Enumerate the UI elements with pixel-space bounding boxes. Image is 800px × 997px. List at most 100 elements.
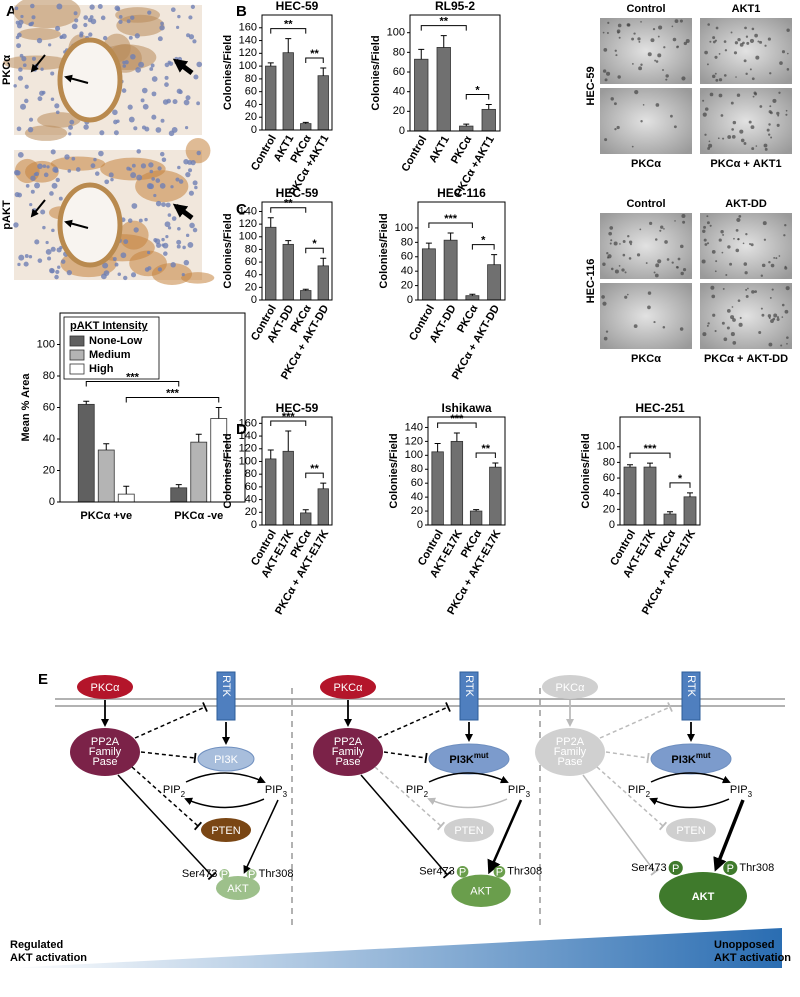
- nucleus: [114, 262, 119, 267]
- nucleus: [117, 272, 122, 276]
- colony: [707, 23, 710, 26]
- nucleus: [43, 172, 49, 178]
- nucleus: [51, 228, 55, 233]
- colony: [614, 49, 617, 52]
- y-tick-label: 120: [239, 218, 257, 230]
- label-base: PI3K: [671, 754, 696, 766]
- activation: [243, 799, 279, 874]
- nucleus: [170, 7, 176, 13]
- nucleus: [21, 56, 27, 62]
- nucleus: [148, 162, 154, 168]
- chart-title: HEC-59: [276, 401, 319, 415]
- significance-bracket: [305, 57, 324, 64]
- colony: [748, 242, 752, 245]
- significance-label: **: [439, 16, 448, 28]
- column-label: PKCα: [631, 353, 661, 365]
- colony: [734, 41, 738, 45]
- node-label: P: [727, 863, 734, 875]
- colony: [715, 78, 719, 82]
- colony: [768, 260, 771, 264]
- inhibition-bar: [646, 752, 650, 764]
- colony: [745, 72, 748, 76]
- colony: [785, 286, 790, 291]
- nucleus: [102, 262, 109, 269]
- bar: [663, 513, 677, 526]
- y-tick-label: 100: [239, 455, 257, 467]
- nucleus: [165, 235, 169, 239]
- colony: [613, 102, 617, 106]
- nucleus: [103, 35, 108, 41]
- inhibition: [582, 774, 656, 873]
- error-bar: [473, 509, 480, 512]
- bar: [117, 493, 135, 503]
- colony: [748, 120, 752, 124]
- nucleus: [97, 4, 103, 9]
- site-label: Ser473: [419, 866, 454, 878]
- inhibition-bar: [445, 702, 451, 712]
- legend-swatch: [69, 363, 85, 375]
- nucleus: [28, 255, 33, 259]
- colony: [737, 238, 740, 241]
- error-bar: [83, 400, 90, 405]
- nucleus: [177, 165, 181, 170]
- bar: [265, 458, 277, 526]
- colony: [761, 313, 765, 317]
- colony: [736, 217, 741, 223]
- colony: [720, 230, 724, 234]
- colony: [654, 59, 657, 62]
- colony: [750, 243, 754, 247]
- significance-bracket: [471, 244, 495, 250]
- colony: [764, 44, 767, 47]
- plot-frame: [261, 201, 333, 301]
- nucleus: [128, 35, 133, 40]
- phospho-site: [456, 865, 469, 878]
- y-tick-label: 80: [411, 463, 423, 475]
- colony: [679, 244, 684, 249]
- nucleus: [42, 164, 47, 169]
- nucleus: [161, 237, 165, 242]
- panel-label: C: [236, 201, 247, 218]
- activation: [184, 797, 265, 809]
- nucleus: [118, 15, 123, 19]
- pi3k-node: [197, 746, 255, 772]
- y-tick-label: 60: [245, 86, 257, 98]
- nucleus: [160, 21, 164, 26]
- node-label: P: [248, 869, 255, 881]
- node-label: PTEN: [211, 825, 240, 837]
- label-sub: 2: [646, 790, 651, 799]
- error-bar: [491, 254, 498, 265]
- colony: [731, 128, 734, 131]
- colony: [606, 32, 609, 35]
- label-sup: mut: [474, 751, 489, 760]
- nucleus: [40, 209, 46, 215]
- tissue: [18, 28, 61, 41]
- nucleus: [131, 163, 136, 168]
- nucleus: [176, 25, 180, 30]
- colony: [616, 125, 620, 130]
- colony: [664, 240, 668, 244]
- significance-bracket: [270, 28, 307, 34]
- lumen: [57, 37, 123, 123]
- nucleus: [37, 96, 43, 102]
- colony: [681, 214, 686, 219]
- panel-label: B: [236, 3, 247, 20]
- activation: [713, 799, 745, 872]
- nucleus: [190, 160, 196, 166]
- node-label: AKT: [227, 883, 249, 895]
- colony: [683, 41, 688, 46]
- site-label: Ser473: [631, 862, 666, 874]
- error-bar: [453, 432, 460, 442]
- colony: [624, 295, 628, 299]
- rtk: [459, 671, 479, 721]
- colony: [658, 25, 663, 30]
- error-bar: [195, 433, 202, 443]
- colony: [730, 31, 733, 34]
- error-bar: [492, 462, 499, 468]
- colony: [781, 303, 785, 307]
- colony: [631, 145, 634, 148]
- y-tick-label: 80: [393, 46, 405, 58]
- colony: [733, 237, 735, 240]
- nucleus: [69, 119, 75, 125]
- y-tick-label: 20: [43, 464, 55, 476]
- colony: [735, 76, 737, 78]
